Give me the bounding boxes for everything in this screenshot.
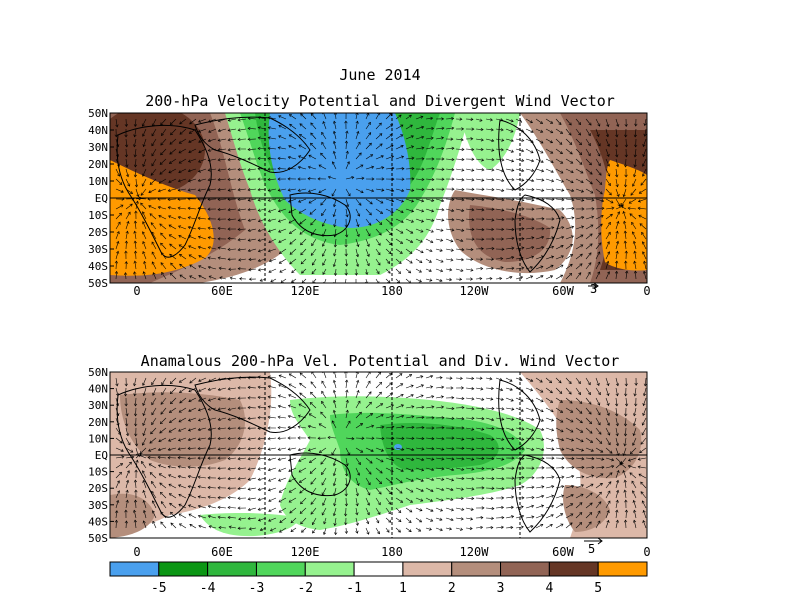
- colorbar-swatch: [353, 561, 404, 577]
- top-coastlines: [116, 116, 561, 273]
- colorbar-swatch: [158, 561, 209, 577]
- latitude-label: 50S: [88, 532, 108, 545]
- latitude-label: EQ: [95, 449, 108, 462]
- longitude-label: 120E: [291, 284, 320, 298]
- longitude-label: 120W: [460, 284, 490, 298]
- latitude-label: 30S: [88, 243, 108, 256]
- bottom-latitude-labels: 50N 40N 30N 20N 10N EQ 10S 20S 30S 40S 50S: [88, 366, 114, 545]
- latitude-label: 40S: [88, 260, 108, 273]
- latitude-label: 50N: [88, 366, 108, 379]
- colorbar-swatch: [109, 561, 160, 577]
- title-bottom-map: Anamalous 200-hPa Vel. Potential and Div…: [140, 352, 620, 370]
- top-map-fill: [110, 113, 647, 283]
- latitude-label: 10N: [88, 432, 108, 445]
- top-vector-ref-value: 3: [590, 282, 597, 296]
- longitude-label: 120W: [460, 545, 490, 559]
- colorbar-label: 2: [448, 581, 456, 596]
- colorbar-swatch: [402, 561, 453, 577]
- latitude-label: 50S: [88, 277, 108, 290]
- bottom-longitude-labels: 0 60E 120E 180 120W 60W 0: [133, 545, 650, 559]
- bottom-colorbar: -5 -4 -3 -2 -1 1 2 3 4 5: [109, 561, 648, 596]
- latitude-label: 30N: [88, 141, 108, 154]
- top-velocity-potential-map: 50N 40N 30N 20N 10N EQ 10S 20S 30S 40S 50S 0 60E 120…: [88, 107, 650, 298]
- colorbar-label: -4: [200, 581, 216, 596]
- colorbar-swatch: [255, 561, 306, 577]
- latitude-label: 40S: [88, 515, 108, 528]
- latitude-label: 50N: [88, 107, 108, 120]
- latitude-label: 10S: [88, 466, 108, 479]
- longitude-label: 60E: [211, 284, 233, 298]
- colorbar-swatch: [451, 561, 502, 577]
- top-vector-reference: 3: [588, 282, 599, 296]
- latitude-label: 20S: [88, 226, 108, 239]
- colorbar-label: -3: [249, 581, 265, 596]
- colorbar-swatch: [548, 561, 599, 577]
- top-grid-lines: [110, 113, 647, 283]
- latitude-label: 30S: [88, 499, 108, 512]
- latitude-label: 30N: [88, 399, 108, 412]
- colorbar-label: -2: [297, 581, 313, 596]
- colorbar-swatch: [304, 561, 355, 577]
- longitude-label: 120E: [291, 545, 320, 559]
- longitude-label: 180: [381, 545, 403, 559]
- longitude-label: 0: [643, 545, 650, 559]
- longitude-label: 60E: [211, 545, 233, 559]
- colorbar-label: -1: [346, 581, 362, 596]
- latitude-label: 40N: [88, 124, 108, 137]
- longitude-label: 60W: [552, 284, 574, 298]
- top-divergent-wind-vectors: [114, 113, 647, 283]
- bottom-vector-ref-value: 5: [588, 542, 595, 556]
- longitude-label: 0: [133, 284, 140, 298]
- colorbar-label: 1: [399, 581, 407, 596]
- colorbar-swatch: [500, 561, 550, 577]
- longitude-label: 60W: [552, 545, 574, 559]
- colorbar-swatch: [207, 561, 257, 577]
- colorbar-label: -5: [151, 581, 167, 596]
- latitude-label: 20N: [88, 416, 108, 429]
- latitude-label: 20S: [88, 482, 108, 495]
- colorbar-label: 5: [594, 581, 602, 596]
- top-latitude-labels: 50N 40N 30N 20N 10N EQ 10S 20S 30S 40S 50S: [88, 107, 114, 290]
- colorbar-label: 4: [545, 581, 553, 596]
- bottom-vector-reference: 5: [584, 537, 603, 556]
- latitude-label: 40N: [88, 383, 108, 396]
- latitude-label: 10S: [88, 209, 108, 222]
- longitude-label: 0: [133, 545, 140, 559]
- colorbar-swatch: [597, 561, 648, 577]
- latitude-label: 20N: [88, 158, 108, 171]
- latitude-label: 10N: [88, 175, 108, 188]
- latitude-label: EQ: [95, 192, 108, 205]
- title-month: June 2014: [339, 66, 421, 84]
- bottom-grid-lines: [110, 372, 647, 538]
- longitude-label: 180: [381, 284, 403, 298]
- title-top-map: 200-hPa Velocity Potential and Divergent…: [145, 92, 615, 110]
- top-longitude-labels: 0 60E 120E 180 120W 60W 0: [133, 284, 650, 298]
- longitude-label: 0: [643, 284, 650, 298]
- colorbar-label: 3: [497, 581, 505, 596]
